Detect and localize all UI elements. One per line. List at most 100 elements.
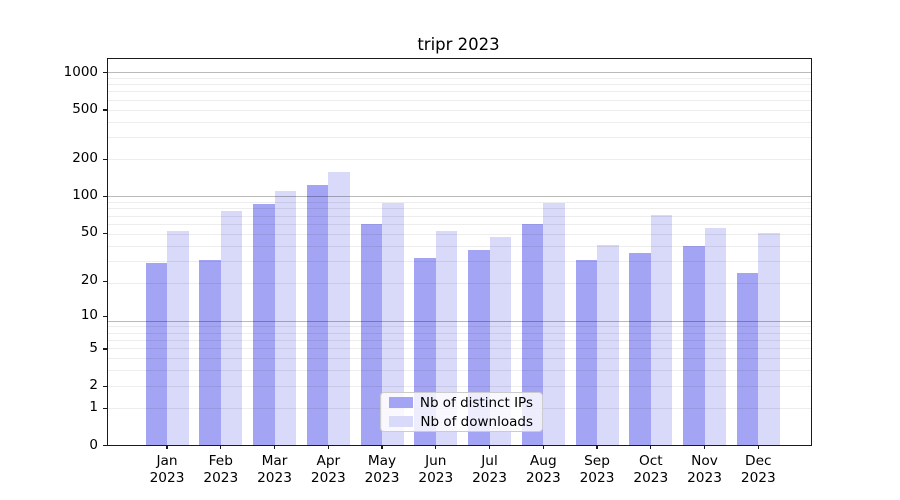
x-tick-mark [703,445,706,449]
x-tick-label-sep: Sep 2023 [579,453,615,487]
y-tick-mark [103,232,107,235]
x-tick-mark [542,445,544,449]
minor-gridline [108,370,811,372]
x-tick-label-apr: Apr 2023 [310,453,346,487]
major-gridline [108,72,811,74]
minor-gridline [108,202,811,204]
y-tick-label: 10 [80,307,98,324]
minor-gridline [108,283,811,285]
y-tick-label: 20 [80,272,98,289]
x-tick-label-oct: Oct 2023 [633,453,669,487]
y-tick-mark [103,280,107,282]
x-tick-mark [381,445,383,449]
x-tick-label-may: May 2023 [364,453,400,487]
bar-feb-distinct-ips [199,259,221,445]
y-tick-mark [103,72,107,74]
bar-may-downloads [382,202,404,445]
minor-gridline [108,121,811,123]
y-tick-label: 500 [72,100,98,117]
bar-nov-distinct-ips [683,245,705,445]
bar-apr-downloads [328,172,350,445]
y-tick-label: 1 [89,399,98,416]
bar-may-distinct-ips [360,223,382,445]
minor-gridline [108,332,811,334]
bar-dec-downloads [758,232,780,445]
x-tick-label-aug: Aug 2023 [525,453,561,487]
x-tick-mark [327,445,329,449]
bar-mar-downloads [274,191,296,445]
y-tick-mark [103,407,107,409]
y-tick-mark [103,445,107,447]
x-tick-mark [220,445,222,449]
x-tick-mark [435,445,437,449]
plot-area: 1000 500 200 100 50 20 10 5 2 1 0 Jan 2023 Feb 2023 Mar… [64,58,812,486]
minor-gridline [108,224,811,225]
legend-label-downloads: Nb of downloads [420,413,533,430]
axis-ticks-layer: 1000 500 200 100 50 20 10 5 2 1 0 Jan 2023 Feb 2023 Mar… [64,59,811,486]
minor-gridline [108,348,811,350]
x-tick-mark [596,445,598,449]
major-gridline [108,320,811,322]
y-tick-label: 5 [89,339,98,356]
bar-aug-downloads [543,202,565,445]
bar-mar-distinct-ips [253,203,275,445]
minor-gridline [108,77,811,79]
minor-gridline [108,385,811,387]
chart-title: tripr 2023 [417,35,500,54]
x-tick-label-jun: Jun 2023 [418,453,454,487]
x-tick-mark [488,445,491,449]
bar-feb-downloads [220,210,243,445]
legend-label-distinct-ips: Nb of distinct IPs [419,394,533,411]
bar-oct-downloads [650,214,673,445]
x-tick-label-feb: Feb 2023 [203,453,239,487]
y-tick-label: 1000 [63,63,98,80]
bar-sep-distinct-ips [575,259,597,445]
y-tick-mark [103,385,107,388]
legend-swatch-downloads [389,416,413,427]
bar-aug-distinct-ips [521,223,544,445]
bar-jan-downloads [167,230,189,445]
x-tick-label-jul: Jul 2023 [472,453,507,487]
y-tick-label: 50 [80,224,98,241]
minor-gridline [108,215,811,217]
y-tick-mark [103,158,107,161]
bar-apr-distinct-ips [306,184,329,445]
minor-gridline [108,340,811,341]
major-gridline [108,196,811,198]
x-tick-label-nov: Nov 2023 [687,453,722,487]
y-tick-mark [103,348,107,350]
minor-gridline [108,358,811,360]
x-tick-mark [273,445,276,449]
minor-gridline [108,261,811,263]
minor-gridline [108,84,811,86]
x-tick-label-jan: Jan 2023 [149,453,185,487]
minor-gridline [108,99,811,101]
y-tick-mark [103,109,107,111]
x-tick-label-dec: Dec 2023 [740,453,776,487]
minor-gridline [108,326,811,328]
x-tick-mark [757,445,759,449]
minor-gridline [108,208,811,210]
minor-gridline [108,233,811,235]
y-tick-mark [103,315,107,317]
minor-gridline [108,109,811,111]
minor-gridline [108,159,811,160]
y-tick-label: 2 [89,377,98,394]
x-tick-mark [650,445,652,449]
y-tick-label: 0 [89,436,98,453]
bar-jun-downloads [435,230,458,445]
bar-dec-distinct-ips [736,273,759,445]
y-tick-label: 100 [72,187,98,204]
legend-row-distinct-ips: Nb of distinct IPs [381,395,542,411]
bar-jan-distinct-ips [145,263,167,445]
legend-swatch-distinct-ips [389,397,413,408]
bar-sep-downloads [597,244,619,445]
bar-nov-downloads [704,227,726,445]
minor-gridline [108,245,811,247]
legend-row-downloads: Nb of downloads [381,414,542,430]
y-tick-mark [103,195,107,198]
grid-layer [108,59,811,445]
x-tick-label-mar: Mar 2023 [257,453,292,487]
minor-gridline [108,91,811,93]
